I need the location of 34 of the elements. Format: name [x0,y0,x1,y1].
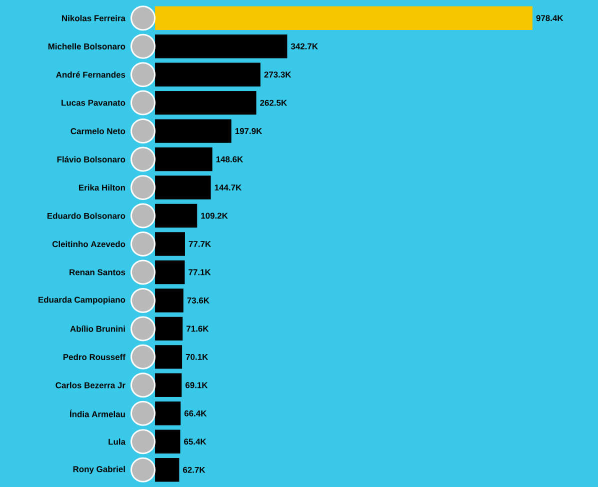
data-label: 73.6K [187,297,210,304]
y-tick-label: Rony Gabriel [73,466,125,474]
y-tick-label: Carmelo Neto [70,128,126,134]
y-tick-label: Pedro Rousseff [63,354,126,360]
y-tick-label: Erika Hilton [78,184,125,191]
y-tick-label: Eduarda Campopiano [38,296,126,304]
data-label: 77.1K [188,269,211,276]
y-tick-label: Lucas Pavanato [62,100,126,106]
y-tick-label: Índia Armelau [70,410,125,418]
y-tick-label: Flávio Bolsonaro [57,156,126,162]
data-label: 62.7K [183,466,206,473]
data-label: 66.4K [184,410,207,416]
y-tick-label: Abílio Brunini [70,326,125,332]
y-tick-label: André Fernandes [56,71,126,78]
data-label: 65.4K [184,438,206,445]
data-label: 71.6K [186,326,209,332]
data-label: 197.9K [235,128,262,134]
data-label: 77.7K [188,241,212,247]
y-tick-label: Renan Santos [70,269,126,276]
data-label: 148.6K [216,156,244,162]
y-tick-label: Lula [108,438,126,445]
data-label: 342.7K [290,43,318,50]
data-label: 109.2K [201,212,228,219]
y-tick-label: Carlos Bezerra Jr [56,382,126,388]
data-label: 273.3K [264,72,292,78]
data-label: 262.5K [260,100,288,106]
data-label: 978.4K [536,15,564,22]
y-tick-label: Eduardo Bolsonaro [47,212,126,219]
y-tick-label: Nikolas Ferreira [62,14,126,22]
data-label: 69.1K [185,382,208,388]
y-tick-label: Cleitinho Azevedo [52,240,126,248]
data-label: 70.1K [186,354,208,360]
data-label: 144.7K [214,184,242,190]
y-tick-label: Michelle Bolsonaro [48,43,126,50]
